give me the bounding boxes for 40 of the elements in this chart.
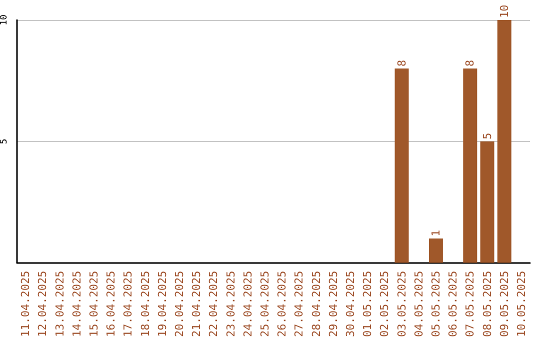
x-tick-label: 17.04.2025 <box>122 270 135 338</box>
bar <box>394 68 409 263</box>
x-tick-label: 20.04.2025 <box>172 270 186 338</box>
bar <box>428 238 443 263</box>
data-label: 8 <box>464 60 477 67</box>
x-tick-label: 27.04.2025 <box>292 270 306 338</box>
x-tick-label: 30.04.2025 <box>344 270 357 338</box>
x-tick-label: 25.04.2025 <box>258 270 272 338</box>
x-tick-label: 06.05.2025 <box>446 270 460 338</box>
x-tick-label: 04.05.2025 <box>412 270 426 338</box>
x-tick-label: 18.04.2025 <box>138 270 152 338</box>
x-tick-label: 08.05.2025 <box>480 270 494 338</box>
data-label: 10 <box>498 4 511 18</box>
x-tick-label: 24.04.2025 <box>241 270 254 338</box>
x-tick-label: 01.05.2025 <box>361 270 374 338</box>
data-label: 8 <box>395 60 408 67</box>
x-tick-label: 16.04.2025 <box>104 270 118 338</box>
x-tick-label: 10.05.2025 <box>514 270 528 338</box>
x-tick-label: 13.04.2025 <box>53 270 66 338</box>
x-tick-label: 28.04.2025 <box>310 270 323 338</box>
x-tick-label: 02.05.2025 <box>378 270 392 338</box>
x-tick-label: 21.04.2025 <box>190 270 204 338</box>
data-label: 5 <box>480 132 494 140</box>
x-tick-label: 23.04.2025 <box>224 270 238 338</box>
bar <box>463 68 478 263</box>
x-tick-label: 22.04.2025 <box>207 270 220 338</box>
x-tick-label: 05.05.2025 <box>429 270 442 338</box>
x-tick-label: 03.05.2025 <box>395 270 408 338</box>
x-tick-label: 19.04.2025 <box>156 270 169 338</box>
bar <box>497 20 512 263</box>
data-label: 1 <box>429 230 442 236</box>
x-tick-label: 11.04.2025 <box>19 270 32 338</box>
x-tick-label: 12.04.2025 <box>36 270 50 338</box>
x-tick-label: 07.05.2025 <box>464 270 477 338</box>
x-tick-label: 29.04.2025 <box>326 270 340 338</box>
x-tick-label: 14.04.2025 <box>70 270 84 338</box>
bar <box>480 141 494 263</box>
x-tick-label: 09.05.2025 <box>498 270 511 338</box>
x-tick-label: 15.04.2025 <box>87 270 100 338</box>
x-tick-label: 26.04.2025 <box>276 270 289 338</box>
